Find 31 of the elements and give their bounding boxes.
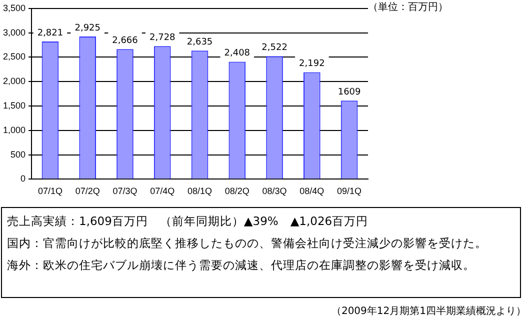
y-tick-label: 2,500 [2, 52, 26, 62]
x-tick-label: 07/1Q [38, 186, 62, 196]
data-label: 2,821 [37, 28, 64, 38]
y-tick-label: 3,500 [2, 2, 26, 13]
x-tick-label: 08/4Q [300, 186, 324, 196]
x-tick-label: 07/3Q [112, 186, 138, 196]
y-tick-label: 1,000 [2, 124, 26, 135]
data-label: 2,635 [186, 37, 213, 48]
data-label: 1609 [338, 88, 362, 98]
annotation: （単位：百万円） [368, 1, 448, 14]
y-tick-label: 500 [10, 149, 26, 160]
x-tick-label: 08/2Q [224, 186, 250, 196]
data-label: 2,925 [74, 23, 100, 34]
x-tick-label: 08/1Q [187, 186, 212, 196]
text: 国内：官需向けが比較的底堅く推移したものの、警備会社向け受注減少の影響を受けた。 [7, 235, 488, 252]
y-tick-label: 1,500 [2, 100, 26, 110]
x-tick-label: 07/2Q [75, 186, 100, 196]
text: 海外：欧米の住宅バブル崩壊に伴う需要の減速、代理店の在庫調整の影響を受け減収。 [7, 257, 476, 274]
data-label: 2,192 [299, 59, 325, 70]
text: （2009年12月期第1四半期業績概況より） [331, 304, 526, 318]
data-label: 2,408 [224, 48, 250, 59]
x-tick-label: 09/1Q [337, 186, 362, 196]
data-label: 2,522 [262, 42, 288, 53]
x-tick-label: 07/4Q [150, 186, 175, 196]
data-label: 2,666 [112, 36, 138, 46]
text: 売上高実績：1,609百万円 （前年同期比）▲39% ▲1,026百万円 [7, 213, 370, 230]
y-tick-label: 3,000 [2, 27, 26, 38]
y-tick-label: 0 [20, 174, 26, 184]
data-label: 2,728 [149, 32, 176, 43]
x-tick-label: 08/3Q [262, 186, 287, 196]
y-tick-label: 2,000 [2, 76, 26, 86]
